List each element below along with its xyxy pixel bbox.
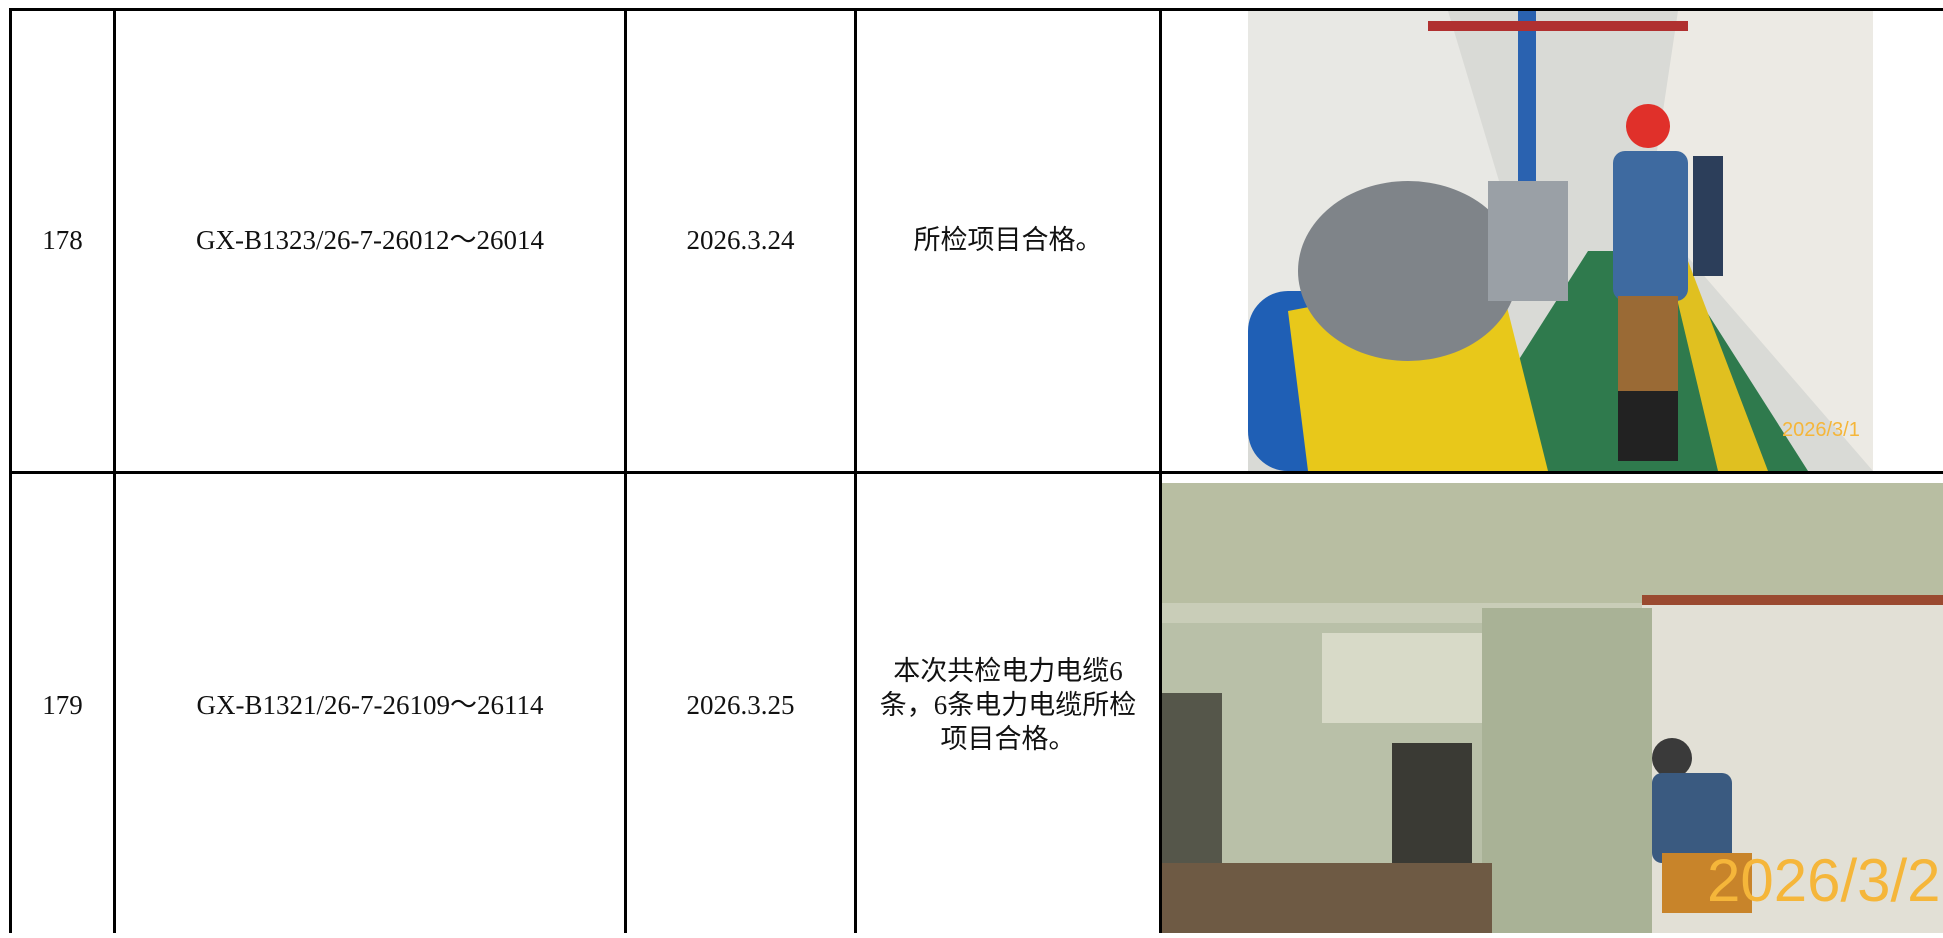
result: 本次共检电力电缆6条，6条电力电缆所检项目合格。 [879, 656, 1137, 754]
photo-stamp: 2026/3/2 [1707, 847, 1941, 914]
photo: 2026/3/1 [1248, 11, 1873, 471]
border [10, 471, 1943, 474]
photo: 2026/3/2 [1162, 483, 1943, 933]
photo-image [1248, 11, 1873, 471]
photo-stamp: 2026/3/1 [1782, 419, 1860, 441]
date: 2026.3.25 [686, 690, 795, 721]
report-code: GX-B1321/26-7-26109～26114 [196, 690, 544, 721]
border [9, 8, 12, 933]
border [10, 8, 1943, 11]
photo-image [1162, 483, 1943, 933]
row-number: 179 [42, 690, 83, 721]
border [624, 8, 627, 933]
result: 所检项目合格。 [913, 225, 1103, 256]
border [1159, 8, 1162, 933]
report-code: GX-B1323/26-7-26012～26014 [196, 225, 544, 256]
row-number: 178 [42, 225, 83, 256]
border [854, 8, 857, 933]
date: 2026.3.24 [686, 225, 795, 256]
border [113, 8, 116, 933]
